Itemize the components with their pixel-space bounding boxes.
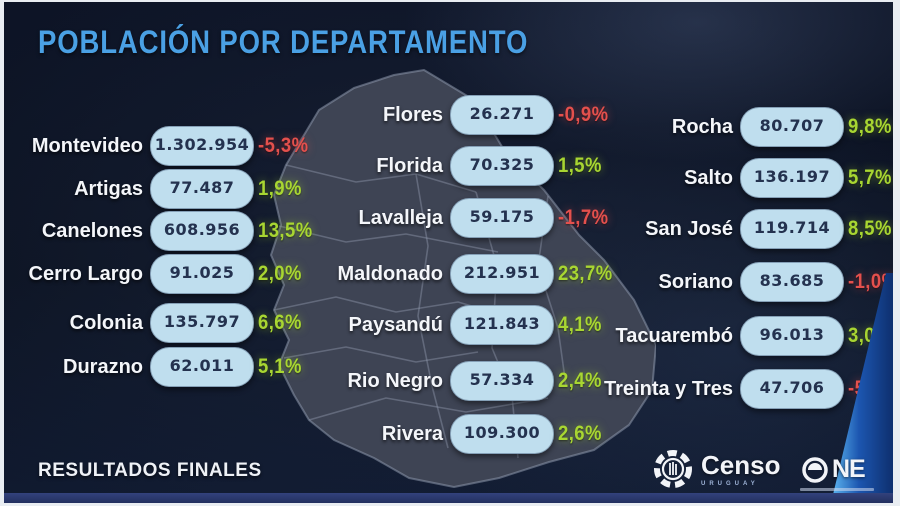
department-label: Rio Negro	[347, 370, 443, 392]
change-percent: 2,0%	[258, 262, 302, 285]
population-value: 119.714	[753, 218, 831, 237]
department-label: Montevideo	[31, 135, 143, 157]
broadcast-graphic: POBLACIÓN POR DEPARTAMENTO Montevideo 1.…	[4, 2, 893, 503]
population-value: 83.685	[759, 271, 825, 290]
ine-logo: NE	[800, 454, 874, 491]
change-percent: -1,7%	[558, 206, 609, 229]
department-row: Soriano 83.685 -1,0%	[659, 262, 893, 302]
department-row: Maldonado 212.951 23,7%	[337, 254, 612, 294]
department-row: San José 119.714 8,5%	[645, 209, 891, 249]
department-row: Paysandú 121.843 4,1%	[349, 305, 601, 345]
censo-wordmark: Censo	[701, 449, 781, 480]
department-row: Rio Negro 57.334 2,4%	[347, 361, 601, 401]
population-value: 80.707	[759, 116, 825, 135]
department-label: Soriano	[658, 271, 733, 293]
change-percent: 2,4%	[558, 369, 602, 392]
change-percent: 1,5%	[558, 154, 602, 177]
page-title: POBLACIÓN POR DEPARTAMENTO	[38, 24, 529, 60]
department-label: Florida	[376, 155, 443, 177]
change-percent: 4,1%	[558, 313, 602, 336]
change-percent: -0,9%	[558, 103, 609, 126]
population-value: 109.300	[463, 423, 541, 442]
censo-subtitle: URUGUAY	[701, 480, 759, 487]
department-label: Treinta y Tres	[604, 378, 733, 400]
department-row: Colonia 135.797 6,6%	[70, 303, 301, 343]
department-row: Cerro Largo 91.025 2,0%	[29, 254, 301, 294]
population-value: 212.951	[463, 263, 541, 282]
department-row: Artigas 77.487 1,9%	[74, 169, 301, 209]
department-row: Rivera 109.300 2,6%	[382, 414, 601, 454]
department-row: Lavalleja 59.175 -1,7%	[358, 198, 608, 238]
department-row: Canelones 608.956 13,5%	[42, 211, 312, 251]
change-percent: 5,1%	[258, 355, 302, 378]
department-label: Lavalleja	[358, 207, 443, 229]
department-label: Cerro Largo	[28, 263, 143, 285]
department-label: Rivera	[381, 423, 443, 445]
change-percent: 8,5%	[848, 217, 892, 240]
department-label: Maldonado	[337, 263, 443, 285]
population-value: 1.302.954	[154, 135, 250, 154]
change-percent: 1,9%	[258, 177, 302, 200]
change-percent: -5,3%	[258, 134, 309, 157]
population-value: 96.013	[759, 325, 825, 344]
bottom-bar	[4, 493, 893, 503]
censo-logo: Censo URUGUAY	[652, 448, 780, 490]
change-percent: 13,5%	[258, 219, 313, 242]
population-value: 59.175	[469, 207, 535, 226]
change-percent: -1,0%	[848, 270, 893, 293]
department-label: Flores	[382, 104, 443, 126]
population-value: 135.797	[163, 312, 241, 331]
population-value: 70.325	[469, 155, 535, 174]
department-row: Salto 136.197 5,7%	[684, 158, 891, 198]
change-percent: 6,6%	[258, 311, 302, 334]
department-label: Canelones	[41, 220, 143, 242]
department-row: Montevideo 1.302.954 -5,3%	[32, 126, 308, 166]
decorative-stripe	[831, 273, 893, 503]
department-row: Rocha 80.707 9,8%	[672, 107, 891, 147]
population-value: 77.487	[169, 178, 235, 197]
change-percent: 23,7%	[558, 262, 613, 285]
department-label: Rocha	[671, 116, 733, 138]
department-label: San José	[645, 218, 733, 240]
ine-wordmark: NE	[832, 454, 866, 483]
ine-tagline-bar	[800, 488, 874, 491]
censo-gear-icon	[654, 450, 692, 488]
department-label: Artigas	[74, 178, 143, 200]
department-label: Durazno	[63, 356, 143, 378]
department-row: Flores 26.271 -0,9%	[383, 95, 608, 135]
population-value: 91.025	[169, 263, 235, 282]
department-row: Durazno 62.011 5,1%	[63, 347, 301, 387]
change-percent: 5,7%	[848, 166, 892, 189]
department-label: Salto	[684, 167, 733, 189]
population-value: 62.011	[169, 356, 235, 375]
department-row: Florida 70.325 1,5%	[376, 146, 601, 186]
population-value: 121.843	[463, 314, 541, 333]
population-value: 47.706	[759, 378, 825, 397]
ine-swirl-icon	[802, 457, 828, 483]
department-label: Paysandú	[348, 314, 443, 336]
population-value: 26.271	[469, 104, 535, 123]
department-label: Colonia	[69, 312, 143, 334]
population-value: 136.197	[753, 167, 831, 186]
population-value: 57.334	[469, 370, 535, 389]
department-label: Tacuarembó	[615, 325, 733, 347]
results-label: RESULTADOS FINALES	[38, 460, 262, 481]
change-percent: 2,6%	[558, 422, 602, 445]
change-percent: 9,8%	[848, 115, 892, 138]
population-value: 608.956	[163, 220, 241, 239]
